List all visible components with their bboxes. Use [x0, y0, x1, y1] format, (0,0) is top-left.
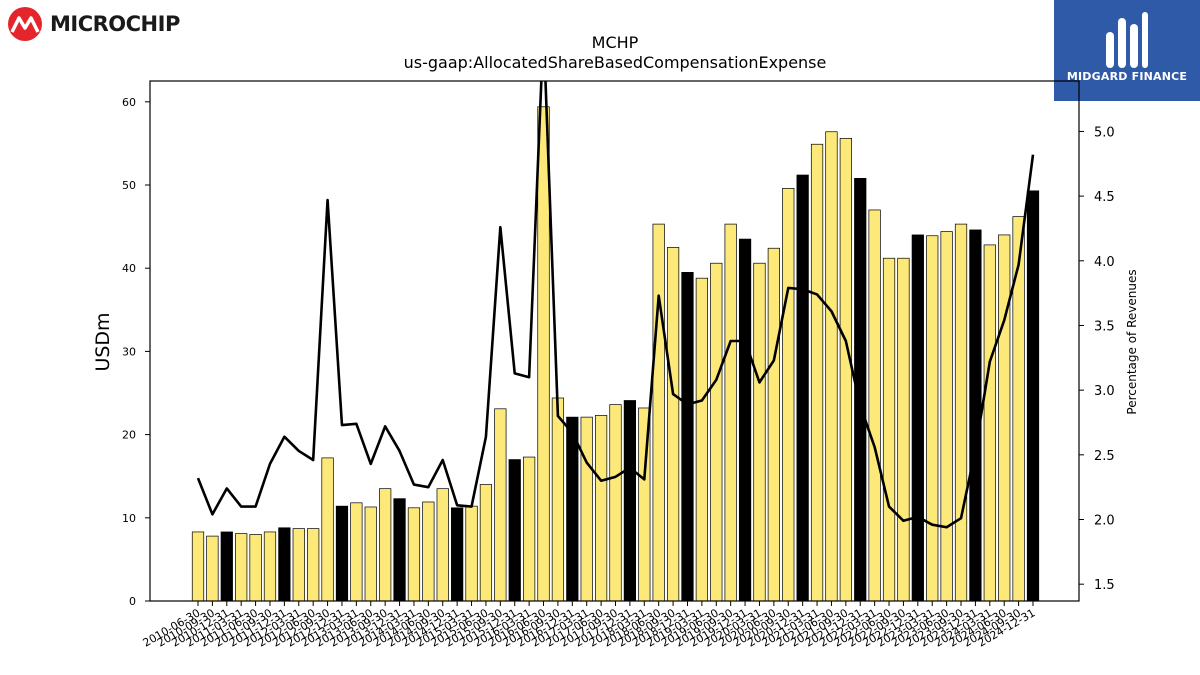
percentage-line-layer: [196, 81, 1035, 529]
bar: [796, 174, 809, 601]
bar: [940, 231, 953, 601]
bar: [393, 498, 406, 601]
bar: [292, 528, 305, 601]
midgard-emblem-icon: [1106, 12, 1148, 68]
bar: [494, 408, 507, 601]
percentage-line: [196, 81, 1035, 529]
microchip-logo: MICROCHIP: [6, 6, 180, 42]
bar: [206, 535, 219, 601]
bar: [638, 407, 651, 601]
y2-tick-label: 2.5: [1094, 449, 1115, 464]
bar: [263, 531, 277, 601]
y-tick-label: 10: [122, 512, 136, 525]
bar: [580, 416, 593, 601]
bar: [782, 187, 795, 601]
bar: [724, 223, 737, 601]
bar: [1012, 216, 1025, 601]
midgard-wordmark: MIDGARD FINANCE: [1066, 70, 1188, 83]
bar: [220, 531, 233, 601]
bar: [335, 505, 349, 601]
bar: [825, 131, 838, 601]
chart-subtitle: us-gaap:AllocatedShareBasedCompensationE…: [404, 53, 827, 72]
bar: [451, 507, 464, 601]
bar: [681, 272, 694, 601]
bar: [422, 501, 435, 601]
y-tick-label: 60: [122, 96, 136, 109]
bar: [321, 457, 334, 601]
bar: [191, 531, 205, 601]
bar: [868, 209, 881, 601]
bar: [537, 106, 550, 601]
bar: [954, 223, 968, 601]
y-axis-label: USDm: [92, 312, 114, 371]
y-tick-label: 0: [129, 595, 136, 608]
bar: [911, 234, 924, 601]
bar: [508, 459, 521, 601]
bar: [307, 528, 320, 601]
bar: [926, 235, 939, 601]
y2-tick-label: 3.5: [1094, 319, 1115, 334]
bar: [652, 223, 665, 601]
midgard-finance-logo: MIDGARD FINANCE: [1054, 0, 1200, 101]
bar: [479, 484, 493, 601]
y2-axis-label: Percentage of Revenues: [1125, 269, 1139, 414]
bar: [523, 456, 536, 601]
y-tick-label: 30: [122, 345, 136, 358]
bar: [407, 507, 421, 601]
x-axis: 2010-06-302010-09-302010-12-312011-03-31…: [141, 601, 1038, 650]
microchip-emblem-icon: [8, 7, 42, 41]
bar: [839, 138, 852, 601]
chart-title: MCHP: [592, 33, 639, 52]
bar: [710, 262, 723, 601]
bar: [566, 416, 579, 601]
bar: [364, 506, 377, 601]
bar: [695, 277, 708, 601]
bar: [969, 229, 982, 601]
bar: [767, 247, 780, 601]
plot-frame: [149, 80, 1080, 602]
bar: [983, 244, 996, 601]
bar: [465, 505, 478, 601]
bar-series: [191, 106, 1040, 601]
y2-tick-label: 5.0: [1094, 125, 1115, 140]
bar: [753, 262, 766, 601]
microchip-wordmark: MICROCHIP: [50, 12, 180, 36]
bar: [666, 247, 680, 601]
y2-tick-label: 4.0: [1094, 255, 1115, 270]
y2-tick-label: 4.5: [1094, 190, 1115, 205]
bar: [249, 534, 262, 601]
y-tick-label: 40: [122, 262, 136, 275]
y-axis-right: 1.5 2.0 2.5 3.0 3.5 4.0 4.5 5.0: [1079, 125, 1115, 593]
bar: [810, 143, 824, 601]
bar: [882, 257, 896, 601]
bar: [278, 527, 291, 601]
bar: [1026, 190, 1040, 601]
bar: [738, 238, 752, 601]
y-axis-left: 0 10 20 30 40 50 60: [122, 96, 150, 608]
bar: [897, 257, 910, 601]
bar: [551, 397, 565, 601]
y2-tick-label: 2.0: [1094, 514, 1115, 529]
bar: [998, 234, 1011, 601]
bar: [379, 488, 392, 601]
bar: [609, 404, 622, 601]
y2-tick-label: 3.0: [1094, 384, 1115, 399]
y2-tick-label: 1.5: [1094, 578, 1115, 593]
bar: [350, 502, 363, 601]
bar: [594, 415, 608, 601]
bar: [854, 177, 867, 601]
bar: [623, 400, 637, 601]
y-tick-label: 20: [122, 429, 136, 442]
bar: [436, 488, 449, 601]
y-tick-label: 50: [122, 179, 136, 192]
bar: [235, 533, 248, 601]
